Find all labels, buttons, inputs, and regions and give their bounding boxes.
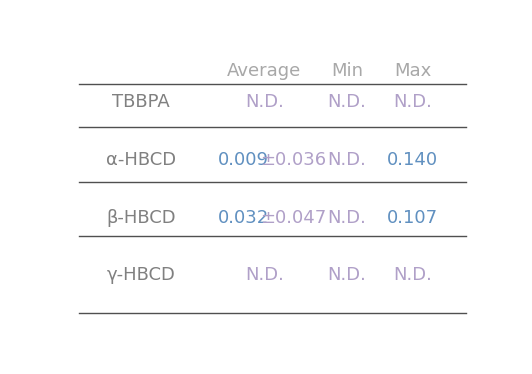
Text: ±0.047: ±0.047 <box>260 209 327 227</box>
Text: N.D.: N.D. <box>327 94 367 111</box>
Text: N.D.: N.D. <box>393 266 433 284</box>
Text: Min: Min <box>331 62 363 80</box>
Text: TBBPA: TBBPA <box>112 94 170 111</box>
Text: γ-HBCD: γ-HBCD <box>106 266 175 284</box>
Text: N.D.: N.D. <box>393 94 433 111</box>
Text: N.D.: N.D. <box>327 151 367 169</box>
Text: Max: Max <box>394 62 431 80</box>
Text: N.D.: N.D. <box>327 209 367 227</box>
Text: 0.009: 0.009 <box>218 151 269 169</box>
Text: β-HBCD: β-HBCD <box>106 209 176 227</box>
Text: 0.107: 0.107 <box>387 209 438 227</box>
Text: N.D.: N.D. <box>245 266 284 284</box>
Text: 0.032: 0.032 <box>218 209 269 227</box>
Text: N.D.: N.D. <box>245 94 284 111</box>
Text: ±0.036: ±0.036 <box>260 151 326 169</box>
Text: α-HBCD: α-HBCD <box>106 151 176 169</box>
Text: 0.140: 0.140 <box>387 151 438 169</box>
Text: Average: Average <box>227 62 302 80</box>
Text: N.D.: N.D. <box>327 266 367 284</box>
